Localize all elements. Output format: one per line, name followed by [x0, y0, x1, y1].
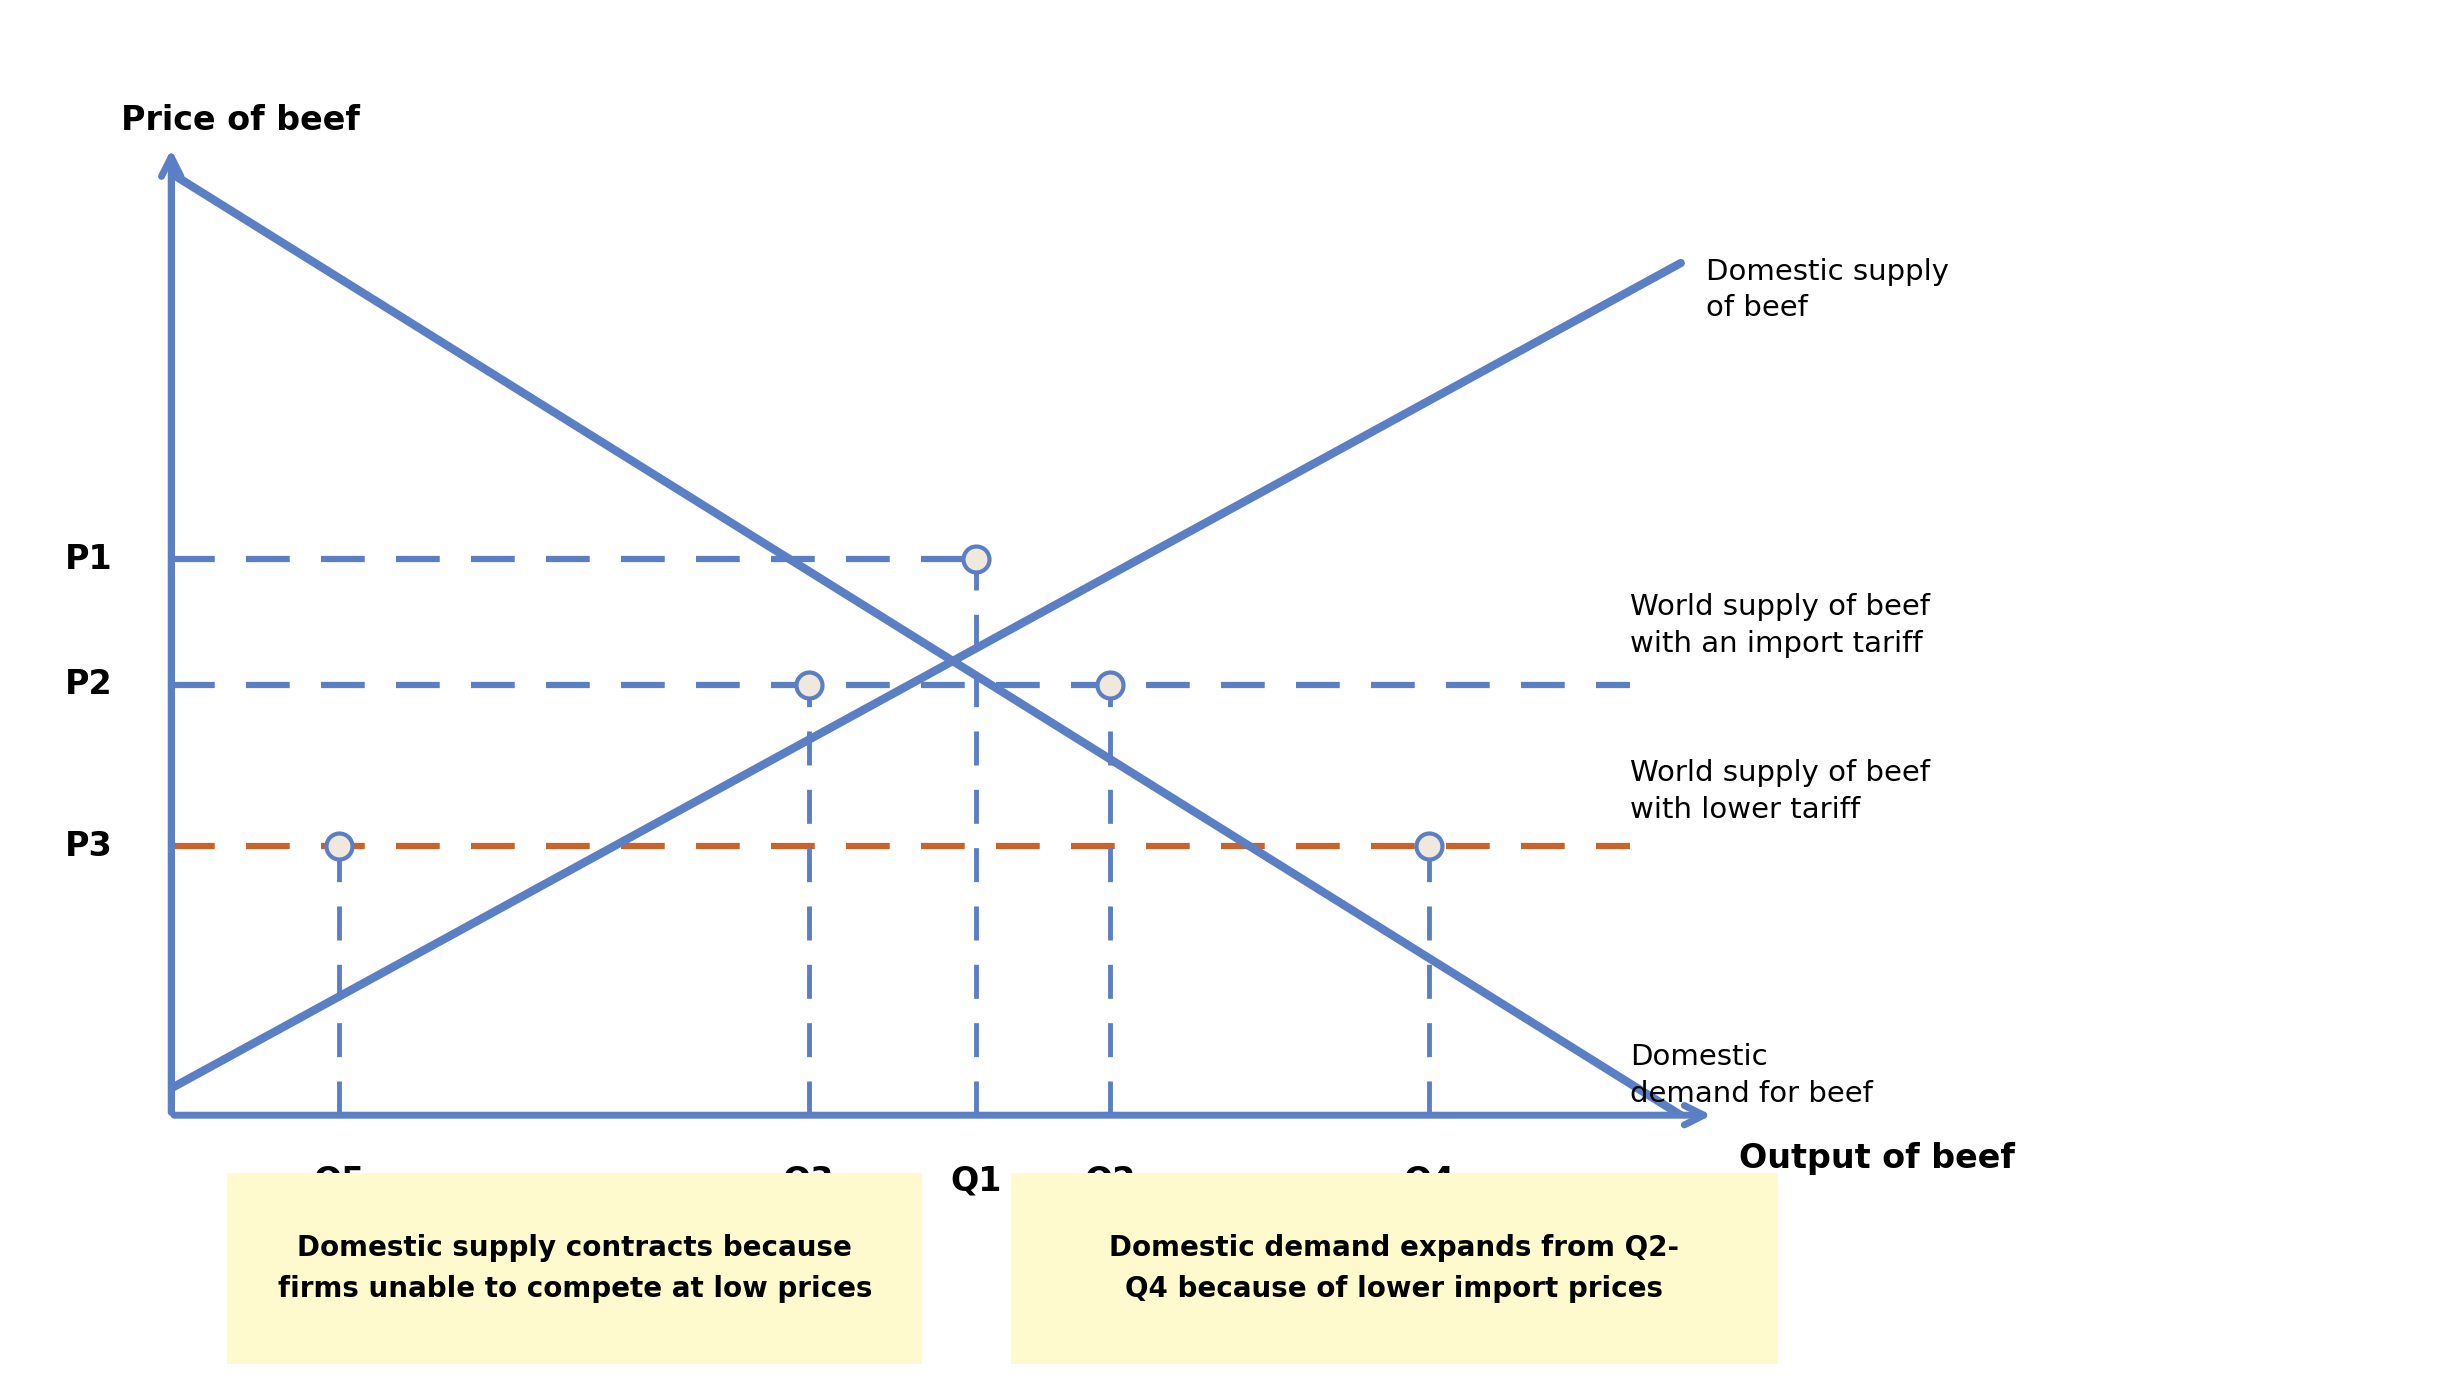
Text: World supply of beef
with lower tariff: World supply of beef with lower tariff — [1631, 758, 1930, 824]
FancyBboxPatch shape — [227, 1172, 922, 1365]
Text: Price of beef: Price of beef — [120, 105, 360, 138]
Text: Q5: Q5 — [313, 1164, 364, 1197]
Text: Domestic demand expands from Q2-
Q4 because of lower import prices: Domestic demand expands from Q2- Q4 beca… — [1108, 1234, 1680, 1303]
Text: P2: P2 — [66, 668, 113, 701]
Text: IMPACT OF TRADE LIBERALISATION: IMPACT OF TRADE LIBERALISATION — [1245, 116, 2228, 163]
Text: World supply of beef
with an import tariff: World supply of beef with an import tari… — [1631, 592, 1930, 658]
Point — [956, 548, 996, 570]
Text: Q2: Q2 — [1084, 1164, 1137, 1197]
Text: P1: P1 — [66, 542, 113, 576]
Point — [1091, 673, 1130, 696]
Text: Domestic supply contracts because
firms unable to compete at low prices: Domestic supply contracts because firms … — [276, 1234, 873, 1303]
FancyBboxPatch shape — [1010, 1172, 1778, 1365]
Text: Output of beef: Output of beef — [1739, 1142, 2016, 1175]
Text: Domestic supply
of beef: Domestic supply of beef — [1705, 258, 1949, 322]
Point — [1409, 835, 1448, 857]
Text: Q4: Q4 — [1404, 1164, 1455, 1197]
Text: P3: P3 — [64, 829, 113, 863]
Text: Q3: Q3 — [783, 1164, 834, 1197]
Point — [320, 835, 360, 857]
Text: Q1: Q1 — [951, 1164, 1003, 1197]
Point — [790, 673, 829, 696]
Text: Domestic
demand for beef: Domestic demand for beef — [1631, 1044, 1874, 1108]
